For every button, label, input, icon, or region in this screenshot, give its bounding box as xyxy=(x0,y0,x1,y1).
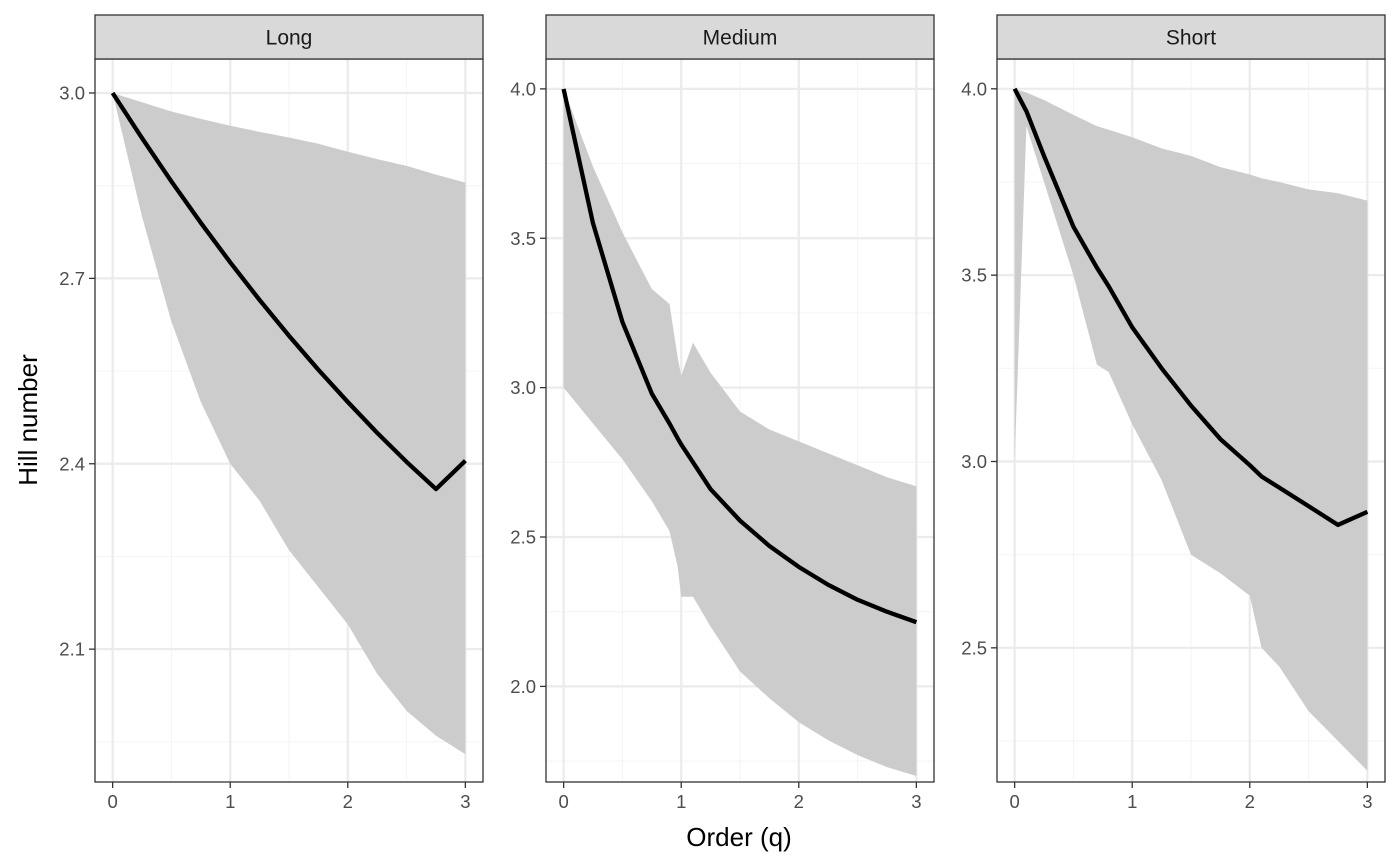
y-axis-title: Hill number xyxy=(13,354,43,486)
x-tick-label: 2 xyxy=(1245,791,1255,812)
x-tick-label: 0 xyxy=(558,791,568,812)
x-tick-label: 3 xyxy=(911,791,921,812)
y-tick-label: 3.0 xyxy=(510,377,536,398)
facet-panel-medium: Medium 2.0 2.5 3.0 3.5 4.0 0 1 2 3 xyxy=(510,14,935,812)
x-tick-label: 0 xyxy=(1009,791,1019,812)
y-tick-label: 2.5 xyxy=(510,527,536,548)
confidence-ribbon xyxy=(112,93,466,755)
y-tick-label: 3.0 xyxy=(59,82,85,103)
y-tick-label: 3.5 xyxy=(961,265,987,286)
facet-strip-label: Long xyxy=(266,27,313,50)
y-tick-label: 2.0 xyxy=(510,676,536,697)
y-tick-label: 2.1 xyxy=(59,639,85,660)
confidence-ribbon xyxy=(1014,88,1368,771)
facet-strip xyxy=(94,14,484,60)
facet-panel-short: Short 2.5 3.0 3.5 4.0 0 1 2 3 xyxy=(961,14,1386,812)
y-tick-label: 3.0 xyxy=(961,451,987,472)
y-tick-label: 2.7 xyxy=(59,268,85,289)
facet-strip-label: Medium xyxy=(703,27,778,50)
confidence-ribbon xyxy=(563,88,917,776)
facet-panel-long: Long 2.1 2.4 2.7 3.0 0 1 2 3 xyxy=(59,14,484,812)
panels-layer: Long 2.1 2.4 2.7 3.0 0 1 2 3 Medium 2.0 2.5 3.0 3.5 4.… xyxy=(59,14,1386,812)
estimate-line xyxy=(561,88,918,625)
x-tick-label: 1 xyxy=(225,791,235,812)
y-tick-label: 2.4 xyxy=(59,453,85,474)
x-tick-label: 1 xyxy=(676,791,686,812)
facet-strip-label: Short xyxy=(1166,27,1216,50)
x-tick-label: 3 xyxy=(1362,791,1372,812)
x-tick-label: 3 xyxy=(460,791,470,812)
estimate-line xyxy=(1012,87,1369,528)
x-tick-label: 2 xyxy=(343,791,353,812)
x-tick-label: 2 xyxy=(794,791,804,812)
facet-strip xyxy=(996,14,1386,60)
x-tick-label: 1 xyxy=(1127,791,1137,812)
y-tick-label: 2.5 xyxy=(961,637,987,658)
x-tick-label: 0 xyxy=(107,791,117,812)
y-tick-label: 3.5 xyxy=(510,228,536,249)
estimate-line xyxy=(110,91,467,492)
y-tick-label: 4.0 xyxy=(961,78,987,99)
x-axis-title: Order (q) xyxy=(686,822,791,852)
facet-strip xyxy=(545,14,935,60)
y-tick-label: 4.0 xyxy=(510,78,536,99)
